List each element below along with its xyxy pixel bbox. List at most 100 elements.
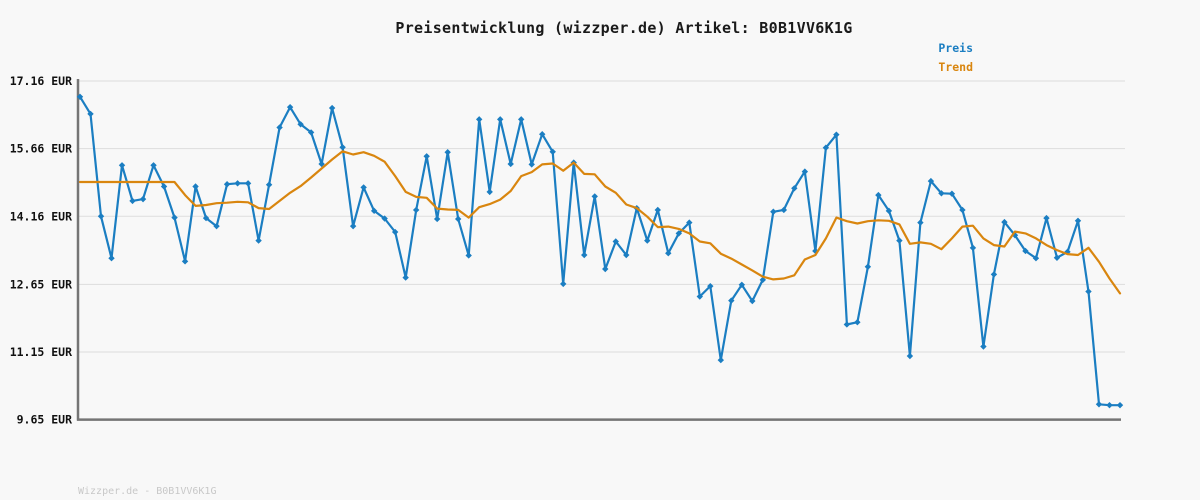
price-point-marker bbox=[433, 215, 441, 223]
y-axis-tick-label: 14.16 EUR bbox=[10, 209, 72, 223]
y-axis-tick-label: 11.15 EUR bbox=[10, 345, 72, 359]
price-point-marker bbox=[286, 103, 294, 111]
price-point-marker bbox=[707, 282, 714, 290]
price-polyline bbox=[78, 95, 1122, 407]
price-point-marker bbox=[1106, 401, 1113, 409]
price-point-marker bbox=[1001, 218, 1008, 226]
y-axis-labels: 17.16 EUR 15.66 EUR 14.16 EUR 12.65 EUR 11.1… bbox=[10, 74, 72, 427]
price-point-marker bbox=[927, 177, 935, 185]
price-point-marker bbox=[581, 251, 588, 259]
price-point-marker bbox=[906, 352, 914, 360]
price-point-marker bbox=[213, 222, 220, 230]
price-point-marker bbox=[770, 208, 777, 215]
price-point-marker bbox=[276, 124, 283, 131]
y-axis-tick-label: 12.65 EUR bbox=[10, 277, 72, 291]
price-point-marker bbox=[454, 215, 462, 223]
price-point-marker bbox=[686, 219, 693, 226]
price-point-marker bbox=[1022, 247, 1029, 255]
price-point-marker bbox=[87, 110, 94, 118]
price-point-marker bbox=[339, 144, 346, 151]
price-point-marker bbox=[97, 213, 105, 220]
price-point-marker bbox=[265, 181, 273, 188]
price-point-marker bbox=[539, 131, 546, 138]
price-point-marker bbox=[665, 250, 672, 257]
price-point-marker bbox=[959, 206, 966, 214]
price-point-marker bbox=[822, 144, 830, 151]
price-point-marker bbox=[307, 129, 315, 136]
price-point-marker bbox=[255, 237, 262, 244]
axes bbox=[76, 79, 1121, 421]
price-point-marker bbox=[833, 131, 840, 138]
price-point-marker bbox=[675, 230, 682, 237]
price-point-marker bbox=[1116, 401, 1124, 409]
price-point-marker bbox=[1074, 217, 1082, 224]
price-point-marker bbox=[181, 258, 189, 265]
price-point-marker bbox=[328, 104, 336, 112]
price-point-marker bbox=[465, 252, 472, 259]
price-point-marker bbox=[223, 181, 231, 188]
price-point-marker bbox=[812, 247, 819, 255]
price-point-marker bbox=[528, 161, 535, 168]
price-point-marker bbox=[192, 183, 199, 190]
y-axis-tick-label: 15.66 EUR bbox=[10, 142, 72, 156]
chart-title: Preisentwicklung (wizzper.de) Artikel: B… bbox=[395, 19, 852, 37]
price-point-marker bbox=[139, 195, 147, 203]
price-point-marker bbox=[980, 343, 987, 350]
price-point-marker bbox=[118, 162, 126, 169]
price-point-marker bbox=[129, 197, 136, 205]
price-point-marker bbox=[948, 190, 956, 197]
price-point-marker bbox=[780, 206, 788, 214]
price-point-marker bbox=[507, 160, 514, 168]
price-point-marker bbox=[917, 219, 924, 226]
price-point-marker bbox=[896, 237, 903, 244]
price-point-marker bbox=[160, 183, 168, 190]
price-point-marker bbox=[171, 214, 178, 221]
price-point-marker bbox=[612, 238, 619, 245]
price-point-marker bbox=[412, 206, 420, 214]
price-point-marker bbox=[801, 168, 809, 175]
watermark: Wizzper.de - B0B1VV6K1G bbox=[78, 486, 216, 497]
price-point-marker bbox=[244, 180, 252, 187]
gridlines bbox=[78, 80, 1125, 353]
price-point-marker bbox=[791, 185, 798, 192]
y-axis-tick-label: 17.16 EUR bbox=[10, 74, 72, 88]
price-point-marker bbox=[360, 184, 367, 191]
price-point-marker bbox=[391, 228, 399, 236]
trend-polyline bbox=[78, 150, 1122, 295]
price-point-marker bbox=[402, 274, 409, 281]
price-point-marker bbox=[738, 281, 746, 288]
price-point-marker bbox=[297, 121, 304, 128]
price-point-marker bbox=[1085, 288, 1092, 295]
price-point-marker bbox=[1043, 214, 1050, 222]
price-point-marker bbox=[1032, 254, 1040, 262]
price-point-marker bbox=[108, 254, 115, 262]
price-point-marker bbox=[150, 162, 157, 169]
price-point-marker bbox=[444, 149, 451, 156]
price-point-marker bbox=[560, 280, 567, 288]
price-point-marker bbox=[990, 271, 998, 278]
price-point-marker bbox=[76, 93, 84, 100]
price-point-marker bbox=[475, 116, 483, 123]
y-axis-tick-label: 9.65 EUR bbox=[17, 413, 72, 427]
price-point-marker bbox=[1011, 231, 1019, 239]
price-point-marker bbox=[423, 153, 430, 160]
price-point-marker bbox=[1053, 254, 1061, 261]
price-point-marker bbox=[728, 297, 735, 304]
price-point-marker bbox=[854, 319, 861, 326]
price-point-marker bbox=[969, 244, 977, 252]
legend-item-trend: Trend bbox=[938, 60, 973, 74]
trend-line bbox=[78, 150, 1122, 295]
price-point-marker bbox=[749, 297, 756, 305]
price-point-marker bbox=[696, 293, 703, 300]
price-point-marker bbox=[234, 180, 241, 187]
legend-item-preis: Preis bbox=[938, 41, 973, 55]
price-point-marker bbox=[602, 265, 609, 273]
price-point-marker bbox=[486, 188, 493, 196]
price-point-marker bbox=[875, 191, 882, 199]
price-point-marker bbox=[864, 263, 872, 270]
price-point-marker bbox=[717, 356, 725, 364]
price-point-marker bbox=[549, 148, 556, 155]
price-point-marker bbox=[370, 207, 378, 215]
